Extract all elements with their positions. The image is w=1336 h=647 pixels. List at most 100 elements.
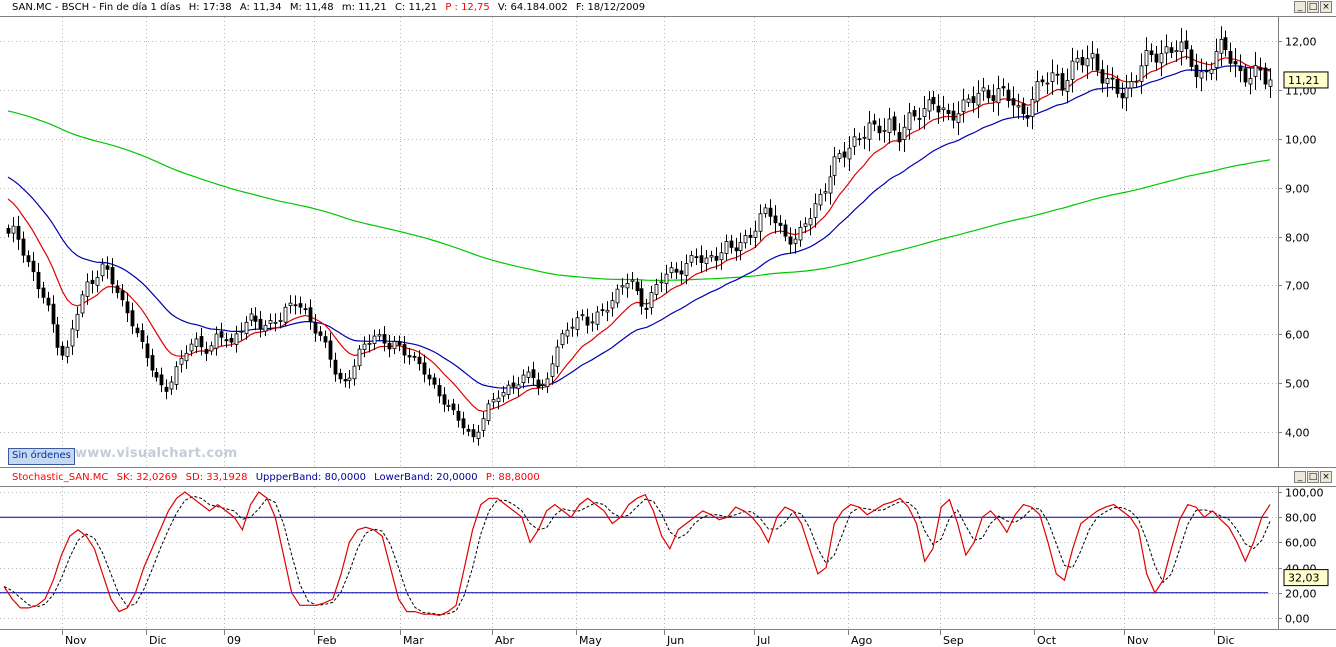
candle-body bbox=[120, 290, 125, 301]
candle-body bbox=[293, 304, 298, 307]
candle-body bbox=[16, 225, 21, 240]
y-tick-label: 5,00 bbox=[1285, 378, 1310, 391]
candle-body bbox=[674, 268, 679, 273]
candle-body bbox=[377, 334, 382, 337]
stoch-param-label: P: 88,8000 bbox=[485, 472, 540, 483]
candle-body bbox=[1105, 78, 1110, 84]
candle-body bbox=[199, 336, 204, 348]
candle-body bbox=[778, 222, 783, 226]
candle-body bbox=[456, 410, 461, 421]
candle-body bbox=[437, 385, 442, 397]
candle-body bbox=[862, 136, 867, 139]
candle-body bbox=[545, 378, 550, 388]
candle-body bbox=[714, 255, 719, 261]
stoch-close-button[interactable]: × bbox=[1320, 471, 1332, 483]
candle-body bbox=[26, 255, 31, 263]
candle-body bbox=[644, 307, 649, 310]
candle-body bbox=[75, 314, 80, 331]
candle-body bbox=[897, 132, 902, 143]
candle-body bbox=[328, 340, 333, 360]
candle-body bbox=[1120, 92, 1125, 99]
candle-body bbox=[214, 333, 219, 349]
ma-fast-line bbox=[7, 55, 1271, 413]
candle-body bbox=[585, 316, 590, 326]
candle-body bbox=[466, 429, 471, 432]
candle-body bbox=[1139, 65, 1144, 82]
x-tick-label: Nov bbox=[1127, 634, 1149, 647]
candle-body bbox=[1025, 115, 1030, 119]
candle-body bbox=[11, 225, 16, 234]
maximize-button[interactable]: □ bbox=[1307, 1, 1319, 13]
candle-body bbox=[1045, 82, 1050, 85]
candle-body bbox=[798, 226, 803, 241]
candle-body bbox=[734, 247, 739, 252]
candle-body bbox=[1179, 41, 1184, 52]
candle-body bbox=[506, 384, 511, 395]
minimize-button[interactable]: _ bbox=[1294, 1, 1306, 13]
candle-body bbox=[204, 348, 209, 354]
candle-body bbox=[719, 252, 724, 261]
stoch-maximize-button[interactable]: □ bbox=[1307, 471, 1319, 483]
date-label: F: 18/12/2009 bbox=[575, 2, 646, 13]
candle-body bbox=[150, 355, 155, 371]
candle-body bbox=[55, 324, 60, 348]
x-tick-label: Mar bbox=[403, 634, 424, 647]
candle-body bbox=[1040, 79, 1045, 83]
candle-body bbox=[852, 136, 857, 147]
candle-body bbox=[669, 267, 674, 274]
x-tick-label: Dic bbox=[1217, 634, 1235, 647]
candle-body bbox=[783, 224, 788, 237]
candle-body bbox=[763, 207, 768, 214]
candle-body bbox=[1021, 103, 1026, 115]
candle-body bbox=[872, 120, 877, 125]
candle-body bbox=[140, 330, 145, 343]
candle-body bbox=[1243, 68, 1248, 83]
candle-body bbox=[867, 122, 872, 140]
candle-body bbox=[387, 342, 392, 350]
candle-body bbox=[570, 326, 575, 329]
time-label: H: 17:38 bbox=[188, 2, 232, 13]
candle-body bbox=[110, 267, 115, 285]
candle-body bbox=[1134, 80, 1139, 83]
candle-body bbox=[1174, 50, 1179, 53]
candle-body bbox=[6, 227, 11, 234]
candle-body bbox=[343, 379, 348, 382]
close-button[interactable]: × bbox=[1320, 1, 1332, 13]
stoch-minimize-button[interactable]: _ bbox=[1294, 471, 1306, 483]
candle-body bbox=[1159, 53, 1164, 64]
y-tick-label: 8,00 bbox=[1285, 232, 1310, 245]
candle-body bbox=[100, 263, 105, 277]
orders-button[interactable]: Sin órdenes bbox=[8, 448, 75, 465]
candle-body bbox=[610, 300, 615, 309]
candle-body bbox=[451, 403, 456, 411]
candle-body bbox=[402, 344, 407, 356]
candle-body bbox=[1100, 69, 1105, 84]
stoch-upper-label: UppperBand: 80,0000 bbox=[255, 472, 366, 483]
candle-body bbox=[288, 302, 293, 306]
candle-body bbox=[407, 355, 412, 358]
candle-body bbox=[1189, 49, 1194, 67]
candle-body bbox=[80, 294, 85, 314]
stoch-name-label: Stochastic_SAN.MC bbox=[12, 472, 109, 483]
x-tick-label: 09 bbox=[227, 634, 241, 647]
x-tick-label: May bbox=[579, 634, 602, 647]
candle-body bbox=[986, 89, 991, 99]
candle-body bbox=[60, 345, 65, 356]
candle-body bbox=[1095, 53, 1100, 71]
candle-body bbox=[659, 281, 664, 284]
stoch-y-tick-label: 20,00 bbox=[1285, 588, 1317, 601]
candle-body bbox=[550, 363, 555, 377]
candle-body bbox=[625, 283, 630, 289]
candle-body bbox=[486, 403, 491, 422]
stoch-y-tick-label: 60,00 bbox=[1285, 537, 1317, 550]
candle-body bbox=[367, 342, 372, 345]
candle-body bbox=[313, 322, 318, 334]
candle-body bbox=[1209, 68, 1214, 74]
candle-body bbox=[278, 319, 283, 322]
candle-body bbox=[753, 230, 758, 238]
stoch-window-controls: _ □ × bbox=[1294, 471, 1332, 483]
candle-body bbox=[194, 338, 199, 347]
candle-body bbox=[36, 271, 41, 290]
candle-body bbox=[768, 207, 773, 217]
